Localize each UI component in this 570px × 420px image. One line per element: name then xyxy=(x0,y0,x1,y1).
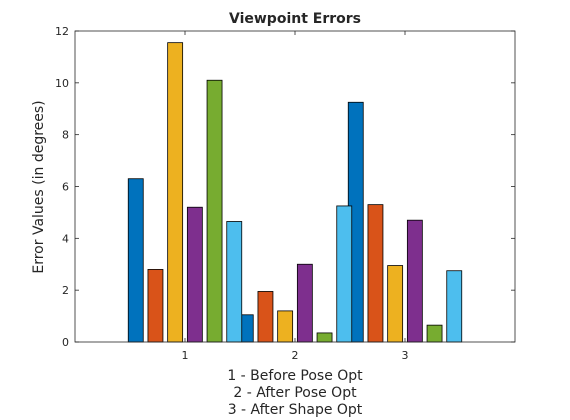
y-tick-label: 0 xyxy=(62,336,69,349)
y-axis-label: Error Values (in degrees) xyxy=(31,100,47,273)
y-tick-label: 4 xyxy=(62,232,69,245)
bar-series-5-category-1 xyxy=(206,79,223,343)
bar-series-2-category-1 xyxy=(147,269,164,343)
y-tick-label: 10 xyxy=(55,77,69,90)
bar-series-5-category-2 xyxy=(316,332,333,343)
y-tick-label: 8 xyxy=(62,129,69,142)
bar-series-3-category-2 xyxy=(277,310,294,343)
x-axis-label-line-1: 1 - Before Pose Opt xyxy=(227,368,363,384)
x-tick-label: 2 xyxy=(292,349,299,362)
bar-series-4-category-3 xyxy=(406,219,423,343)
bar-series-2-category-3 xyxy=(367,204,384,343)
x-axis-label-line-3: 3 - After Shape Opt xyxy=(228,402,363,418)
bar-series-5-category-3 xyxy=(426,324,443,343)
bar-series-3-category-1 xyxy=(167,42,184,343)
y-tick-label: 6 xyxy=(62,181,69,194)
bar-series-3-category-3 xyxy=(387,265,404,343)
x-axis-label-line-2: 2 - After Pose Opt xyxy=(233,385,357,401)
bar-series-4-category-1 xyxy=(186,206,203,343)
x-tick-label: 1 xyxy=(182,349,189,362)
bar-series-6-category-3 xyxy=(446,270,463,343)
chart-title: Viewpoint Errors xyxy=(229,11,361,27)
bar-series-6-category-2 xyxy=(336,205,353,343)
y-tick-label: 12 xyxy=(55,25,69,38)
y-tick-label: 2 xyxy=(62,284,69,297)
x-tick-label: 3 xyxy=(402,349,409,362)
bar-series-6-category-1 xyxy=(226,221,243,343)
bar-series-2-category-2 xyxy=(257,291,274,343)
bar-series-1-category-1 xyxy=(127,178,144,343)
bar-series-4-category-2 xyxy=(296,263,313,343)
